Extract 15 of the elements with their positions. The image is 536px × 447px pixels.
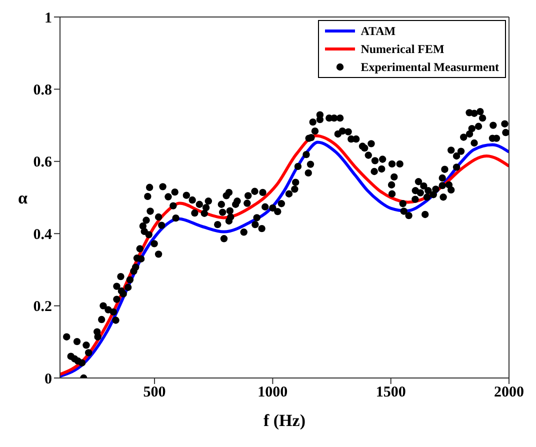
x-axis-title: f (Hz) bbox=[263, 411, 306, 430]
legend-label: Experimental Measurment bbox=[360, 60, 499, 74]
x-tick-label: 500 bbox=[143, 384, 166, 401]
y-tick-label: 1 bbox=[44, 10, 52, 26]
legend-label: ATAM bbox=[360, 24, 396, 38]
x-tick-label: 1500 bbox=[376, 384, 406, 401]
y-tick-label: 0.8 bbox=[33, 82, 52, 99]
y-tick-label: 0.2 bbox=[33, 299, 52, 316]
x-tick-label: 1000 bbox=[258, 384, 288, 401]
x-tick-label: 2000 bbox=[494, 384, 524, 401]
legend-label: Numerical FEM bbox=[360, 42, 444, 56]
y-tick-label: 0 bbox=[44, 371, 52, 388]
y-tick-label: 0.6 bbox=[33, 154, 52, 171]
y-axis-title: α bbox=[18, 188, 28, 208]
y-tick-label: 0.4 bbox=[33, 226, 52, 243]
